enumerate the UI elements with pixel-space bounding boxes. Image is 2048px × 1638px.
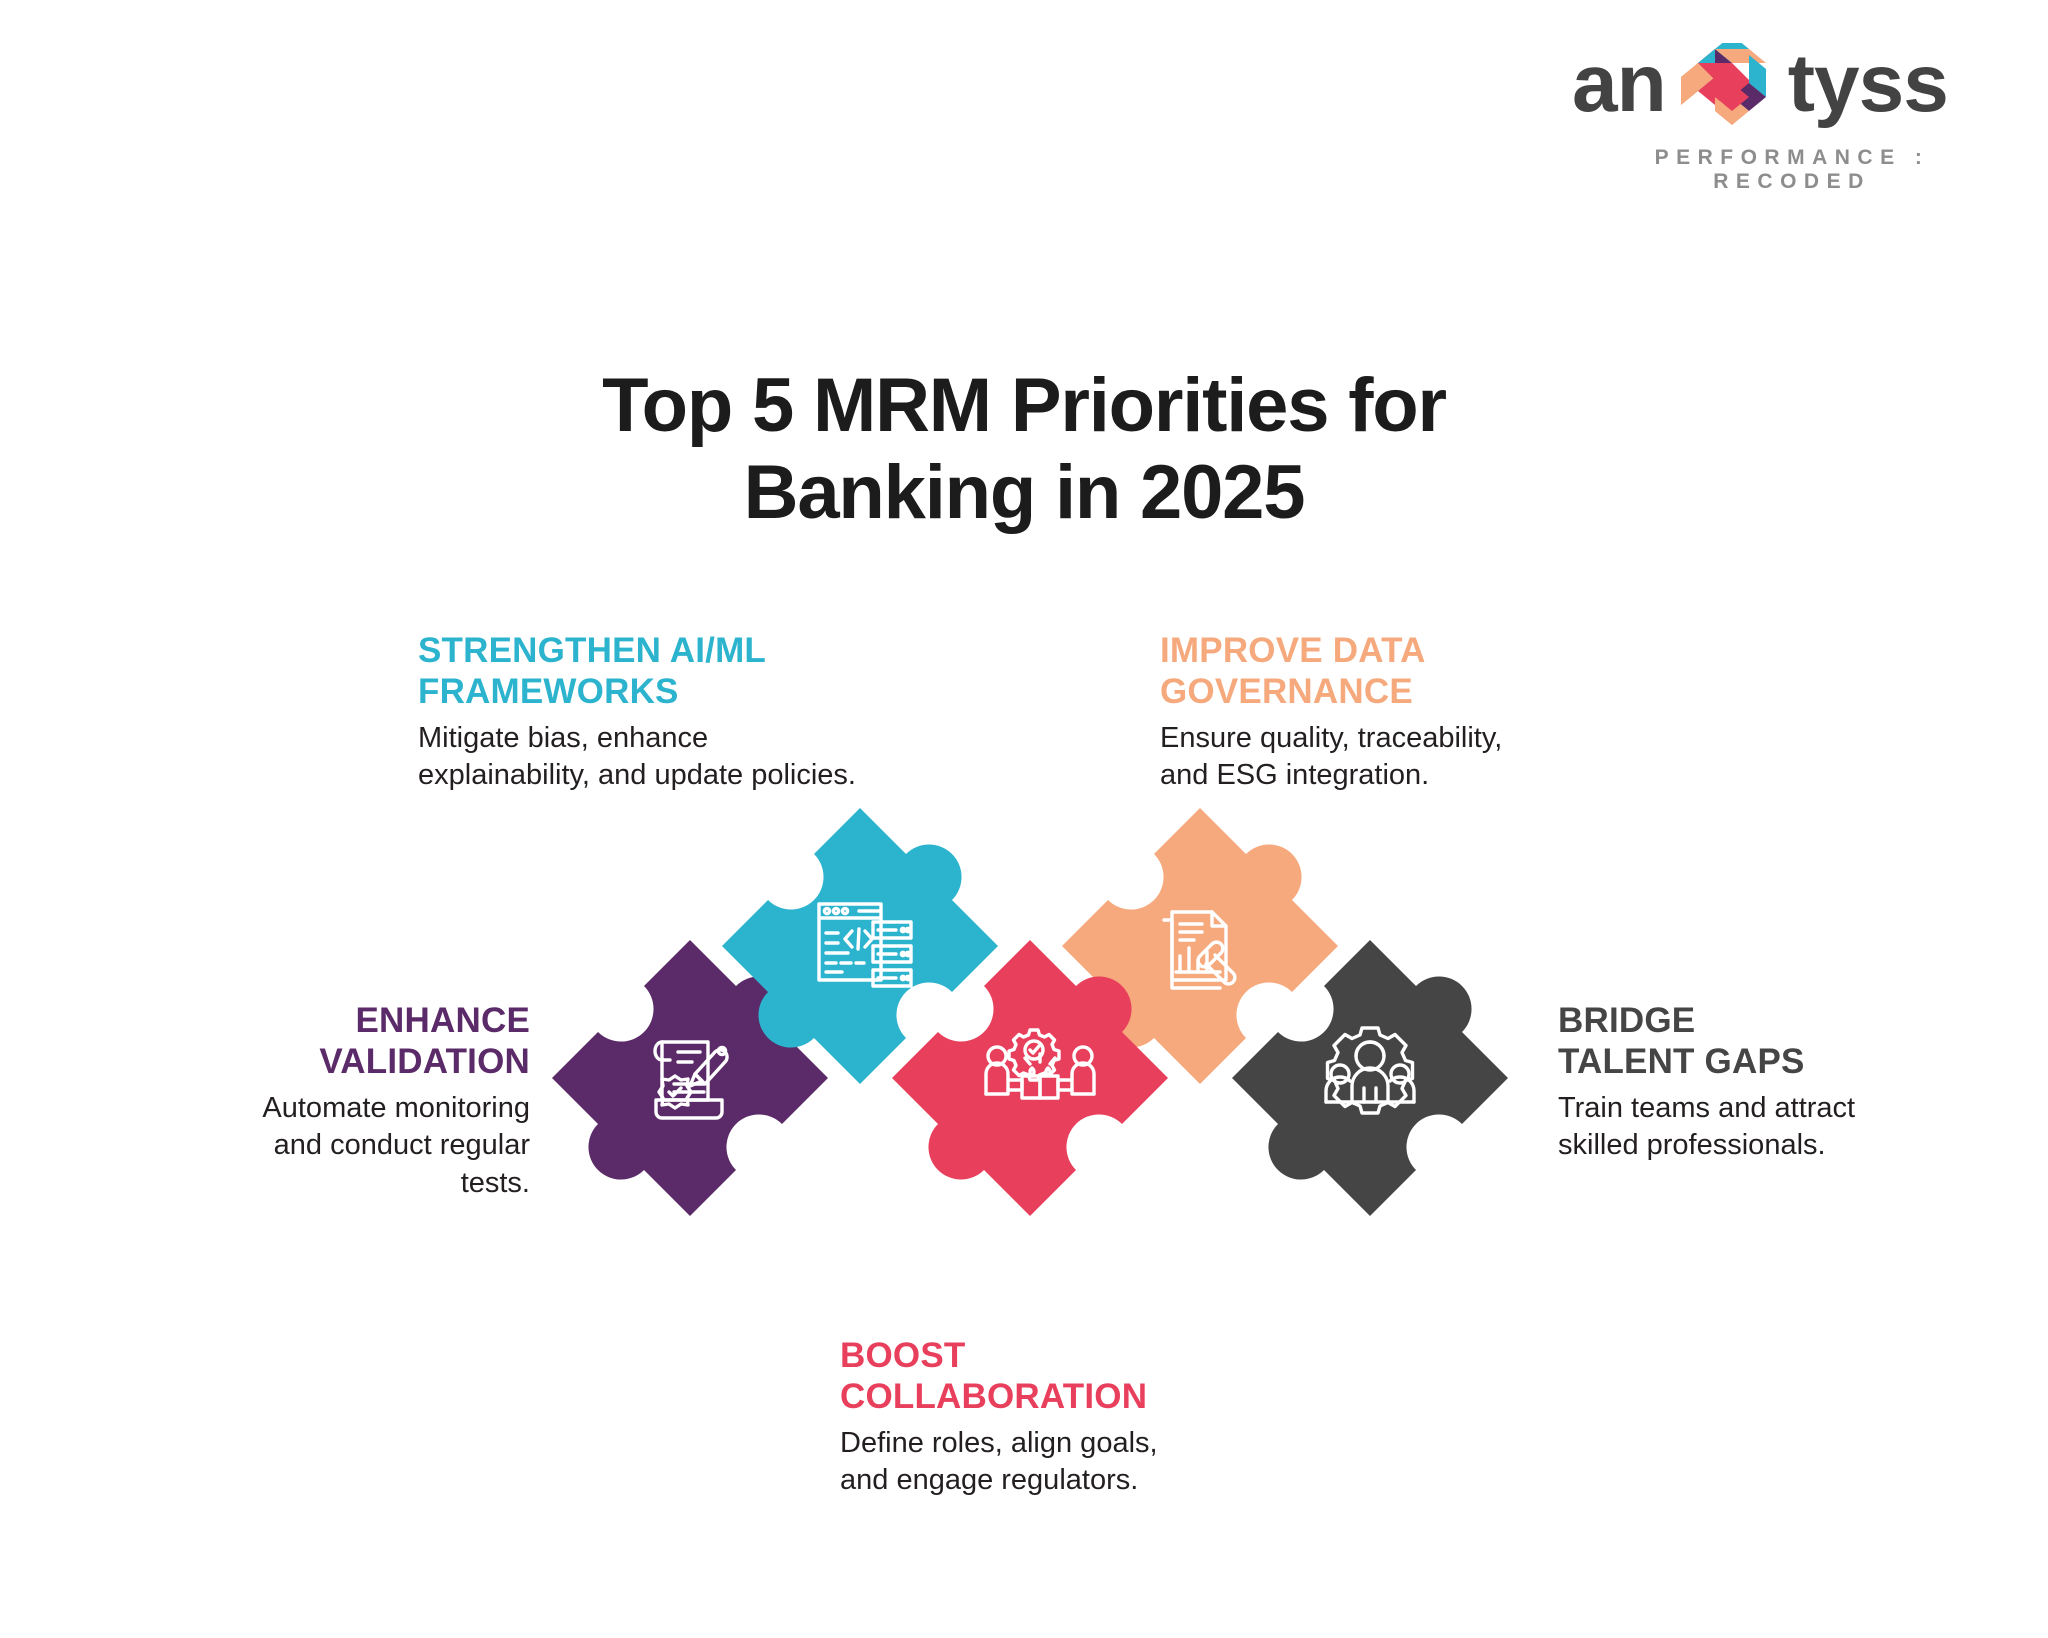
callout-ai-ml-description: Mitigate bias, enhance explainability, a… xyxy=(418,720,938,795)
callout-validation-title-line-1: ENHANCE xyxy=(355,1001,530,1040)
callout-talent-title-line-2: TALENT GAPS xyxy=(1558,1042,1805,1082)
callout-collaboration-desc-line-2: and engage regulators. xyxy=(840,1464,1139,1497)
callout-talent-desc-line-1: Train teams and attract xyxy=(1558,1091,1856,1124)
callout-talent-title-line-1: BRIDGE xyxy=(1558,1001,1696,1040)
callout-talent-title: BRIDGE TALENT GAPS xyxy=(1558,1000,1978,1083)
callout-ai-ml-desc-line-2: explainability, and update policies. xyxy=(418,759,856,792)
callout-ai-ml-title: STRENGTHEN AI/ML FRAMEWORKS xyxy=(418,630,938,713)
callout-data-governance-title-line-1: IMPROVE DATA xyxy=(1160,631,1426,670)
puzzle-svg xyxy=(552,808,1508,1216)
puzzle-piece-talent[interactable] xyxy=(1232,940,1508,1216)
callout-ai-ml-title-line-2: FRAMEWORKS xyxy=(418,672,679,712)
callout-data-governance-title: IMPROVE DATA GOVERNANCE xyxy=(1160,630,1630,713)
report-gavel-icon xyxy=(1162,910,1237,990)
puzzle-piece-data-governance[interactable] xyxy=(1062,808,1338,1084)
callout-data-governance-title-line-2: GOVERNANCE xyxy=(1160,672,1413,712)
logo-text-left: an xyxy=(1572,38,1667,129)
callout-validation-title: ENHANCE VALIDATION xyxy=(100,1000,530,1083)
puzzle-piece-validation[interactable] xyxy=(552,940,828,1216)
callout-collaboration: BOOST COLLABORATION Define roles, align … xyxy=(840,1335,1310,1500)
puzzle-piece-validation-shape xyxy=(552,940,828,1216)
puzzle-piece-ai-ml[interactable] xyxy=(722,808,998,1084)
puzzle-piece-ai-ml-shape xyxy=(722,808,998,1084)
puzzle-piece-talent-shape xyxy=(1232,940,1508,1216)
callout-talent: BRIDGE TALENT GAPS Train teams and attra… xyxy=(1558,1000,1978,1165)
callout-collaboration-title-line-2: COLLABORATION xyxy=(840,1377,1148,1417)
callout-ai-ml-title-line-1: STRENGTHEN AI/ML xyxy=(418,631,767,670)
callout-data-governance-desc-line-2: and ESG integration. xyxy=(1160,759,1430,792)
callout-ai-ml-desc-line-1: Mitigate bias, enhance xyxy=(418,721,709,754)
page-title: Top 5 MRM Priorities for Banking in 2025 xyxy=(0,363,2048,536)
page-title-line-1: Top 5 MRM Priorities for xyxy=(602,362,1447,448)
callout-data-governance-desc-line-1: Ensure quality, traceability, xyxy=(1160,721,1503,754)
callout-validation-desc-line-2: and conduct regular xyxy=(273,1129,530,1162)
callout-data-governance-description: Ensure quality, traceability, and ESG in… xyxy=(1160,720,1630,795)
company-logo: an xyxy=(1572,36,2022,194)
callout-data-governance: IMPROVE DATA GOVERNANCE Ensure quality, … xyxy=(1160,630,1630,795)
callout-talent-desc-line-2: skilled professionals. xyxy=(1558,1129,1826,1162)
puzzle-piece-collaboration[interactable] xyxy=(892,940,1168,1216)
people-puzzle-gear-icon xyxy=(984,1028,1096,1100)
puzzle-piece-data-governance-shape xyxy=(1062,808,1338,1084)
logo-text-right: tyss xyxy=(1787,38,1949,129)
callout-collaboration-title: BOOST COLLABORATION xyxy=(840,1335,1310,1418)
callout-validation-description: Automate monitoring and conduct regular … xyxy=(100,1090,530,1203)
callout-collaboration-desc-line-1: Define roles, align goals, xyxy=(840,1426,1158,1459)
team-gear-icon xyxy=(1324,1026,1416,1115)
logo-cube-mark xyxy=(1680,43,1766,125)
callout-validation: ENHANCE VALIDATION Automate monitoring a… xyxy=(100,1000,530,1203)
code-window-server-icon xyxy=(817,902,913,988)
callout-validation-desc-line-1: Automate monitoring xyxy=(262,1091,530,1124)
callout-validation-desc-line-3: tests. xyxy=(460,1166,530,1199)
logo-tagline: PERFORMANCE : RECODED xyxy=(1654,146,1930,193)
callout-talent-description: Train teams and attract skilled professi… xyxy=(1558,1090,1978,1165)
logo-wordmark: an xyxy=(1572,36,2022,132)
puzzle-diagram xyxy=(540,800,1520,1360)
callout-collaboration-title-line-1: BOOST xyxy=(840,1336,966,1375)
callout-collaboration-description: Define roles, align goals, and engage re… xyxy=(840,1425,1310,1500)
callout-validation-title-line-2: VALIDATION xyxy=(319,1042,530,1082)
callout-ai-ml: STRENGTHEN AI/ML FRAMEWORKS Mitigate bia… xyxy=(418,630,938,795)
certificate-seal-pen-icon xyxy=(653,1040,729,1120)
page-title-line-2: Banking in 2025 xyxy=(743,449,1306,535)
